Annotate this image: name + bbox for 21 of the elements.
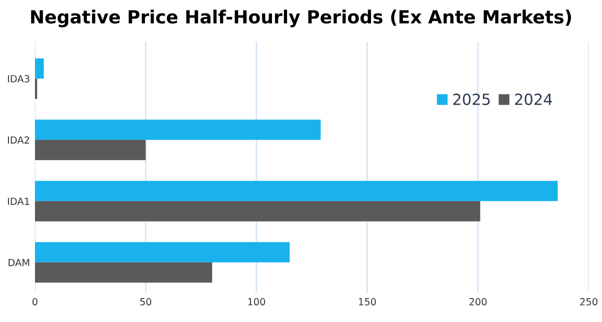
x-tick-label: 0: [32, 298, 38, 306]
bar: [34, 180, 558, 202]
y-tick-label: IDA2: [8, 136, 30, 144]
bar: [34, 120, 321, 140]
bar: [34, 140, 146, 160]
bar: [34, 242, 290, 262]
legend-label: 2025: [453, 94, 490, 106]
x-tick-label: 150: [359, 298, 376, 306]
y-tick-label: DAM: [8, 258, 30, 266]
x-tick-label: 100: [248, 298, 266, 306]
y-tick-label: IDA1: [8, 198, 30, 205]
bar: [34, 78, 38, 99]
x-tick-label: 200: [469, 298, 487, 306]
x-tick-label: 50: [140, 298, 152, 306]
bar: [34, 262, 212, 283]
bar: [34, 58, 44, 79]
x-tick-label: 250: [580, 298, 598, 306]
bar: [34, 201, 480, 222]
y-tick-label: IDA3: [8, 75, 30, 82]
chart-title: Negative Price Half-Hourly Periods (Ex Ante Markets): [31, 10, 571, 28]
legend-label: 2024: [515, 94, 552, 106]
